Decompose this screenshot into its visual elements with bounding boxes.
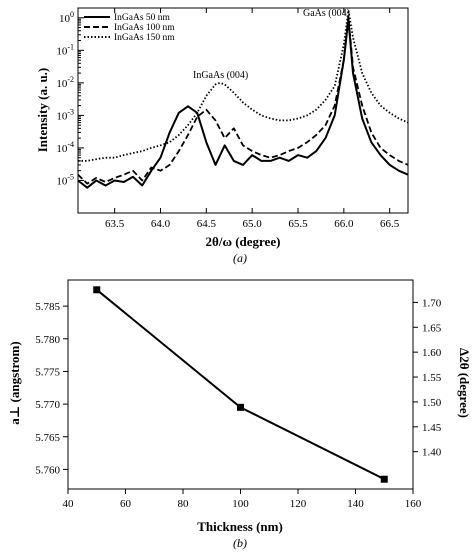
- x-axis-title-b: Thickness (nm): [197, 519, 283, 534]
- y-axis-ticks-b: 5.760 5.765 5.770 5.775 5.780 5.785: [35, 301, 68, 476]
- x-tick-label-b: 40: [63, 498, 75, 510]
- data-point-marker: [380, 475, 388, 483]
- y2-tick-label-b: 1.50: [422, 397, 442, 409]
- x-tick-label-a: 65.5: [288, 218, 308, 230]
- y-tick-label-a: 10-5: [56, 172, 74, 187]
- panel-label-a: (a): [233, 251, 247, 265]
- x-axis-title-a: 2θ/ω (degree): [206, 234, 281, 249]
- y-tick-label-b: 5.760: [35, 464, 60, 476]
- y-tick-label-b: 5.770: [35, 399, 60, 411]
- y-tick-label-a: 10-4: [56, 140, 74, 155]
- xrd-panel-a: 63.5 64.0 64.5 65.0 65.5 66.0 66.5 10-510-410-…: [35, 7, 409, 265]
- annotation-gaas-peak: GaAs (004): [303, 8, 350, 19]
- y-tick-label-b: 5.785: [35, 301, 60, 313]
- legend-label-150nm: InGaAs 150 nm: [114, 33, 175, 43]
- y-tick-label-a: 10-1: [56, 42, 74, 57]
- x-tick-label-b: 160: [405, 498, 422, 510]
- x-tick-label-a: 64.5: [197, 218, 217, 230]
- x-axis-ticks-a: 63.5 64.0 64.5 65.0 65.5 66.0 66.5: [105, 8, 400, 230]
- x-tick-label-a: 64.0: [151, 218, 171, 230]
- y2-axis-ticks-b: 1.40 1.45 1.50 1.55 1.60 1.65 1.70: [413, 297, 442, 459]
- legend-label-100nm: InGaAs 100 nm: [114, 23, 175, 33]
- x-tick-label-b: 100: [232, 498, 249, 510]
- y-tick-label-b: 5.780: [35, 334, 60, 346]
- x-tick-label-b: 60: [120, 498, 132, 510]
- y2-tick-label-b: 1.45: [422, 422, 442, 434]
- y-axis-title-b: a⊥ (angstrom): [7, 341, 22, 424]
- y2-axis-title-b: Δ2θ (degree): [457, 348, 472, 418]
- legend-a: InGaAs 50 nm InGaAs 100 nm InGaAs 150 nm: [84, 13, 175, 43]
- x-tick-label-b: 120: [290, 498, 307, 510]
- y-tick-label-b: 5.765: [35, 432, 60, 444]
- plot-frame-a: [77, 7, 409, 214]
- x-axis-ticks-b: 40 60 80 100 120 140 160: [63, 489, 422, 510]
- y2-tick-label-b: 1.65: [422, 322, 442, 334]
- y2-tick-label-b: 1.60: [422, 347, 442, 359]
- y-tick-label-b: 5.775: [35, 366, 60, 378]
- y-tick-label-a: 100: [59, 10, 74, 25]
- lattice-panel-b: 40 60 80 100 120 140 160 5.7605.7655.7705.7755…: [7, 279, 472, 550]
- data-point-marker: [237, 403, 244, 411]
- y2-tick-label-b: 1.55: [422, 372, 442, 384]
- x-tick-label-a: 65.0: [243, 218, 263, 230]
- series-line-ingaas-150-nm: [78, 9, 409, 162]
- series-group-b: [93, 286, 388, 483]
- y-tick-label-a: 10-3: [56, 107, 74, 122]
- x-tick-label-a: 63.5: [105, 218, 125, 230]
- annotation-ingaas-peak: InGaAs (004): [193, 70, 248, 81]
- y2-tick-label-b: 1.40: [422, 447, 442, 459]
- y-axis-title-a: Intensity (a. u.): [35, 68, 50, 153]
- panel-label-b: (b): [233, 536, 247, 550]
- y-tick-label-a: 10-2: [56, 75, 74, 90]
- x-tick-label-a: 66.0: [334, 218, 354, 230]
- series-line-ingaas-100-nm: [77, 15, 409, 185]
- legend-label-50nm: InGaAs 50 nm: [114, 13, 171, 23]
- plot-frame-b: [67, 279, 414, 490]
- series-line-lattice: [96, 289, 385, 481]
- x-tick-label-a: 66.5: [380, 218, 400, 230]
- y-axis-ticks-a: 10-5 10-4 10-3 10-2 10-1 100: [56, 10, 84, 187]
- x-tick-label-b: 140: [347, 498, 364, 510]
- series-line-ingaas-50-nm: [77, 18, 409, 189]
- data-point-marker: [93, 286, 101, 294]
- series-group-a: [77, 9, 409, 189]
- y2-tick-label-b: 1.70: [422, 297, 442, 309]
- x-tick-label-b: 80: [178, 498, 190, 510]
